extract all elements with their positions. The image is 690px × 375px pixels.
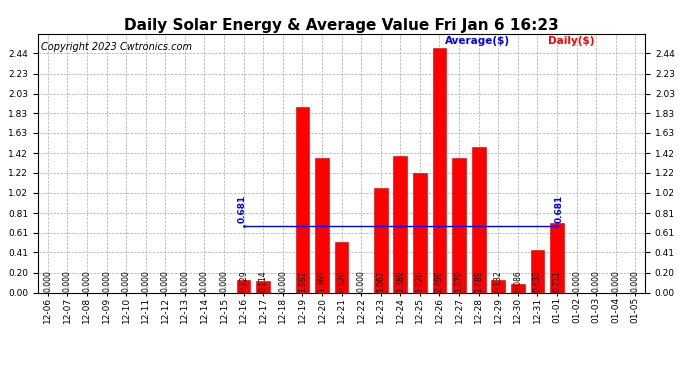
Text: 0.681: 0.681 (237, 195, 246, 223)
Text: 0.000: 0.000 (592, 270, 601, 291)
Bar (491, 280, 505, 292)
Text: 0.000: 0.000 (102, 270, 111, 291)
Text: 1.892: 1.892 (298, 270, 307, 291)
Text: 2.498: 2.498 (435, 270, 444, 291)
Text: 0.000: 0.000 (200, 270, 209, 291)
Text: Average($): Average($) (445, 36, 510, 46)
Bar (452, 158, 466, 292)
Text: Copyright 2023 Cwtronics.com: Copyright 2023 Cwtronics.com (41, 42, 192, 51)
Text: 0.000: 0.000 (611, 270, 620, 291)
Bar (433, 48, 446, 292)
Bar (335, 242, 348, 292)
Text: 0.000: 0.000 (121, 270, 130, 291)
Bar (413, 173, 426, 292)
Text: 0.520: 0.520 (337, 270, 346, 291)
Text: 0.000: 0.000 (219, 270, 228, 291)
Text: 0.000: 0.000 (357, 270, 366, 291)
Title: Daily Solar Energy & Average Value Fri Jan 6 16:23: Daily Solar Energy & Average Value Fri J… (124, 18, 559, 33)
Text: 0.000: 0.000 (180, 270, 189, 291)
Bar (374, 188, 388, 292)
Text: 0.000: 0.000 (63, 270, 72, 291)
Text: 1.489: 1.489 (474, 270, 483, 291)
Text: 0.000: 0.000 (631, 270, 640, 291)
Text: 1.220: 1.220 (415, 270, 424, 291)
Bar (257, 281, 270, 292)
Bar (550, 223, 564, 292)
Bar (393, 156, 407, 292)
Text: 0.129: 0.129 (239, 270, 248, 291)
Text: 0.000: 0.000 (572, 270, 581, 291)
Text: 1.369: 1.369 (317, 270, 326, 291)
Bar (511, 284, 524, 292)
Text: 0.086: 0.086 (513, 270, 522, 291)
Text: 0.000: 0.000 (141, 270, 150, 291)
Text: 1.067: 1.067 (376, 270, 385, 291)
Text: 0.000: 0.000 (82, 270, 91, 291)
Text: 0.114: 0.114 (259, 270, 268, 291)
Bar (295, 107, 309, 292)
Text: 0.000: 0.000 (278, 270, 287, 291)
Bar (472, 147, 486, 292)
Text: Daily($): Daily($) (548, 36, 595, 46)
Bar (531, 250, 544, 292)
Text: 0.681: 0.681 (555, 195, 564, 223)
Text: 1.389: 1.389 (396, 270, 405, 291)
Text: 1.370: 1.370 (455, 270, 464, 291)
Bar (315, 158, 329, 292)
Text: 0.132: 0.132 (494, 270, 503, 291)
Text: 0.433: 0.433 (533, 270, 542, 291)
Text: 0.000: 0.000 (43, 270, 52, 291)
Bar (237, 280, 250, 292)
Text: 0.711: 0.711 (553, 270, 562, 291)
Text: 0.000: 0.000 (161, 270, 170, 291)
